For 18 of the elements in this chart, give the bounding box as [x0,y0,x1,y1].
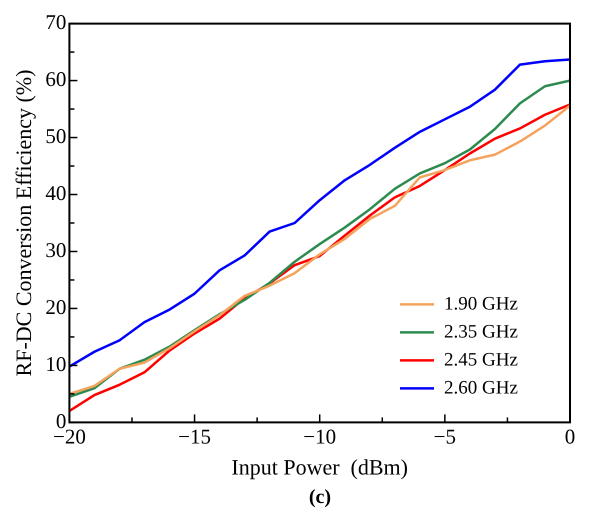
x-tick-label: −15 [178,424,211,449]
legend-label: 2.35 GHz [444,321,518,342]
x-axis-title: Input Power (dBm) [231,454,408,480]
legend-label: 2.45 GHz [444,349,518,370]
y-tick-label: 10 [45,352,66,376]
y-tick-label: 40 [45,181,66,206]
x-tick-label: −5 [434,424,456,449]
y-tick-label: 60 [45,67,66,92]
legend-label: 1.90 GHz [444,293,518,314]
y-tick-label: 30 [45,238,66,262]
y-axis-title: RF-DC Conversion Efficiency (%) [10,70,36,376]
legend-label: 2.60 GHz [444,377,518,398]
y-tick-label: 50 [45,124,66,148]
x-tick-label: −10 [303,424,336,449]
x-tick-label: 0 [564,424,576,449]
y-tick-label: 70 [45,10,66,34]
y-tick-label: 20 [45,294,66,319]
text: (c) [308,486,332,509]
